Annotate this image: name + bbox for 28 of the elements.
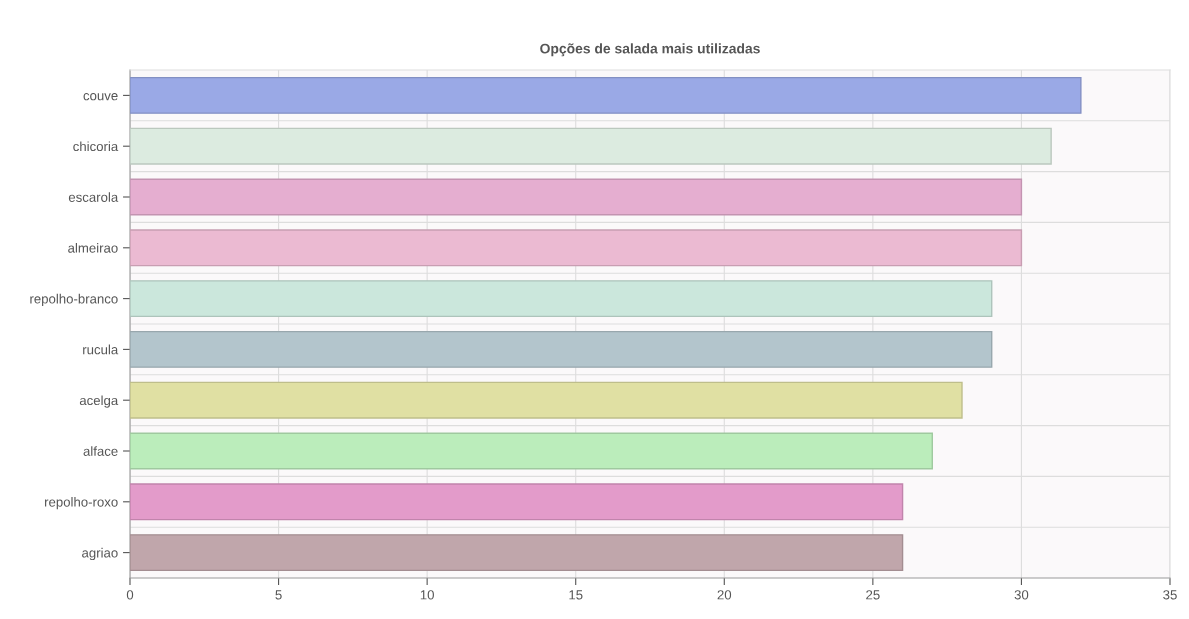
chart-title: Opções de salada mais utilizadas (540, 43, 760, 57)
y-tick-label: agriao (82, 547, 118, 561)
x-tick-label: 0 (126, 590, 134, 600)
y-tick-label: escarola (68, 192, 119, 202)
x-tick-label: 30 (1014, 590, 1029, 600)
x-tick-label: 20 (717, 590, 732, 600)
bar (130, 330, 993, 368)
bar (130, 178, 1023, 216)
bar (130, 381, 963, 419)
y-tick-label: almeirao (68, 243, 118, 253)
bar (130, 127, 1052, 165)
x-tick-label: 15 (569, 590, 583, 600)
bar (130, 280, 993, 318)
y-tick-label: rucula (83, 344, 119, 355)
y-tick-label: repolho-branco (30, 293, 118, 307)
bar (130, 76, 1082, 114)
bar (130, 483, 904, 521)
bar (130, 432, 933, 470)
x-tick-label: 5 (275, 590, 282, 600)
x-tick-label: 25 (866, 590, 880, 600)
y-tick-label: couve (83, 93, 118, 101)
y-tick-label: alface (83, 446, 118, 456)
x-tick-label: 35 (1163, 590, 1177, 600)
y-tick-label: acelga (79, 395, 119, 408)
bar (130, 229, 1023, 267)
x-tick-label: 10 (420, 590, 434, 600)
y-tick-label: repolho-roxo (45, 497, 118, 510)
y-tick-label: chicoria (73, 141, 119, 152)
